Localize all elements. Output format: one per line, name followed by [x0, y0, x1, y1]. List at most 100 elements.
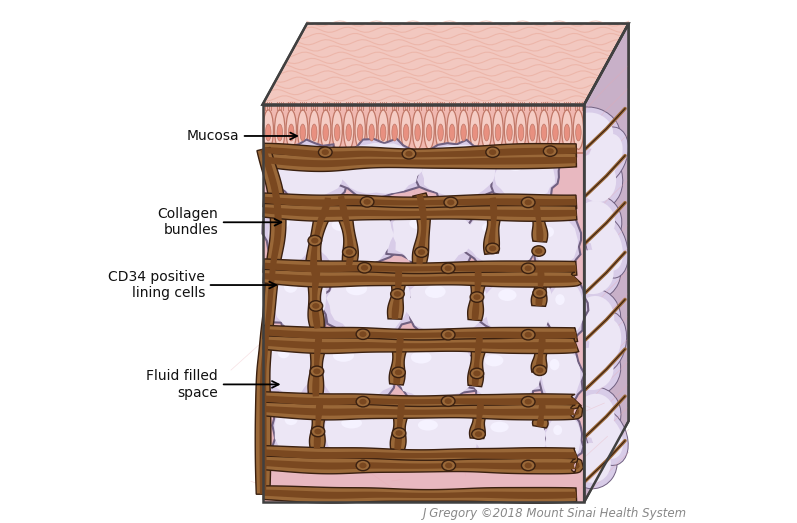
Ellipse shape	[521, 263, 535, 274]
Polygon shape	[263, 446, 579, 463]
Ellipse shape	[552, 124, 558, 141]
Ellipse shape	[392, 124, 398, 141]
Polygon shape	[308, 333, 326, 397]
Polygon shape	[460, 205, 544, 274]
Polygon shape	[263, 207, 576, 217]
Ellipse shape	[356, 396, 370, 407]
Ellipse shape	[524, 266, 532, 271]
Polygon shape	[488, 197, 497, 254]
Polygon shape	[263, 392, 581, 410]
Polygon shape	[263, 339, 577, 349]
Ellipse shape	[507, 124, 512, 141]
Ellipse shape	[313, 369, 320, 374]
Ellipse shape	[556, 294, 565, 305]
Polygon shape	[262, 105, 584, 153]
Ellipse shape	[335, 124, 340, 141]
Ellipse shape	[576, 154, 616, 202]
Polygon shape	[532, 337, 550, 373]
Ellipse shape	[355, 110, 365, 150]
Ellipse shape	[284, 280, 297, 293]
Ellipse shape	[356, 154, 378, 164]
Polygon shape	[273, 265, 326, 331]
Ellipse shape	[380, 124, 386, 141]
Ellipse shape	[410, 351, 431, 363]
Ellipse shape	[490, 422, 508, 433]
Polygon shape	[460, 335, 548, 406]
Ellipse shape	[571, 250, 614, 294]
Ellipse shape	[391, 367, 406, 378]
Polygon shape	[334, 195, 359, 267]
Polygon shape	[472, 269, 481, 320]
Polygon shape	[316, 398, 413, 463]
Ellipse shape	[484, 124, 489, 141]
Polygon shape	[468, 269, 486, 321]
Ellipse shape	[425, 285, 446, 298]
Polygon shape	[402, 268, 501, 344]
Ellipse shape	[286, 110, 296, 150]
Ellipse shape	[311, 426, 324, 437]
Ellipse shape	[563, 341, 621, 396]
Polygon shape	[468, 336, 487, 386]
Ellipse shape	[521, 460, 535, 471]
Polygon shape	[305, 197, 401, 275]
Polygon shape	[263, 449, 577, 459]
Ellipse shape	[508, 161, 523, 171]
Polygon shape	[264, 490, 576, 499]
Polygon shape	[262, 153, 576, 172]
Polygon shape	[416, 194, 426, 264]
Polygon shape	[261, 324, 321, 403]
Polygon shape	[308, 267, 324, 329]
Ellipse shape	[346, 124, 351, 141]
Polygon shape	[263, 336, 579, 354]
Ellipse shape	[391, 289, 404, 299]
Ellipse shape	[587, 134, 622, 180]
Polygon shape	[263, 193, 577, 211]
Polygon shape	[395, 402, 405, 450]
Ellipse shape	[582, 127, 628, 187]
Polygon shape	[380, 200, 482, 267]
Ellipse shape	[442, 329, 455, 340]
Ellipse shape	[309, 110, 320, 150]
Ellipse shape	[442, 460, 456, 471]
Ellipse shape	[418, 249, 425, 255]
Ellipse shape	[447, 110, 457, 150]
Ellipse shape	[472, 429, 485, 439]
Ellipse shape	[524, 399, 532, 405]
Ellipse shape	[314, 429, 322, 434]
Ellipse shape	[470, 110, 481, 150]
Ellipse shape	[356, 329, 370, 339]
Polygon shape	[263, 143, 576, 163]
Ellipse shape	[378, 110, 388, 150]
Polygon shape	[263, 406, 579, 416]
Ellipse shape	[392, 428, 406, 438]
Ellipse shape	[300, 124, 305, 141]
Ellipse shape	[369, 124, 375, 141]
Polygon shape	[264, 147, 576, 158]
Polygon shape	[263, 259, 577, 277]
Ellipse shape	[442, 263, 455, 274]
Ellipse shape	[568, 387, 621, 445]
Ellipse shape	[332, 110, 343, 150]
Ellipse shape	[482, 222, 501, 233]
Ellipse shape	[518, 124, 524, 141]
Ellipse shape	[265, 124, 271, 141]
Ellipse shape	[461, 124, 466, 141]
Ellipse shape	[444, 197, 457, 208]
Polygon shape	[269, 202, 316, 264]
Ellipse shape	[445, 399, 452, 404]
Polygon shape	[394, 335, 403, 385]
Polygon shape	[314, 400, 323, 449]
Ellipse shape	[498, 289, 516, 301]
Ellipse shape	[277, 346, 290, 358]
Polygon shape	[472, 336, 483, 386]
Text: Fluid filled
space: Fluid filled space	[147, 369, 279, 400]
Polygon shape	[263, 329, 577, 339]
Ellipse shape	[591, 415, 623, 459]
Ellipse shape	[524, 199, 532, 206]
Ellipse shape	[415, 124, 420, 141]
Ellipse shape	[564, 124, 570, 141]
Ellipse shape	[583, 311, 626, 374]
Ellipse shape	[360, 197, 374, 207]
Ellipse shape	[470, 292, 484, 302]
Polygon shape	[387, 267, 406, 319]
